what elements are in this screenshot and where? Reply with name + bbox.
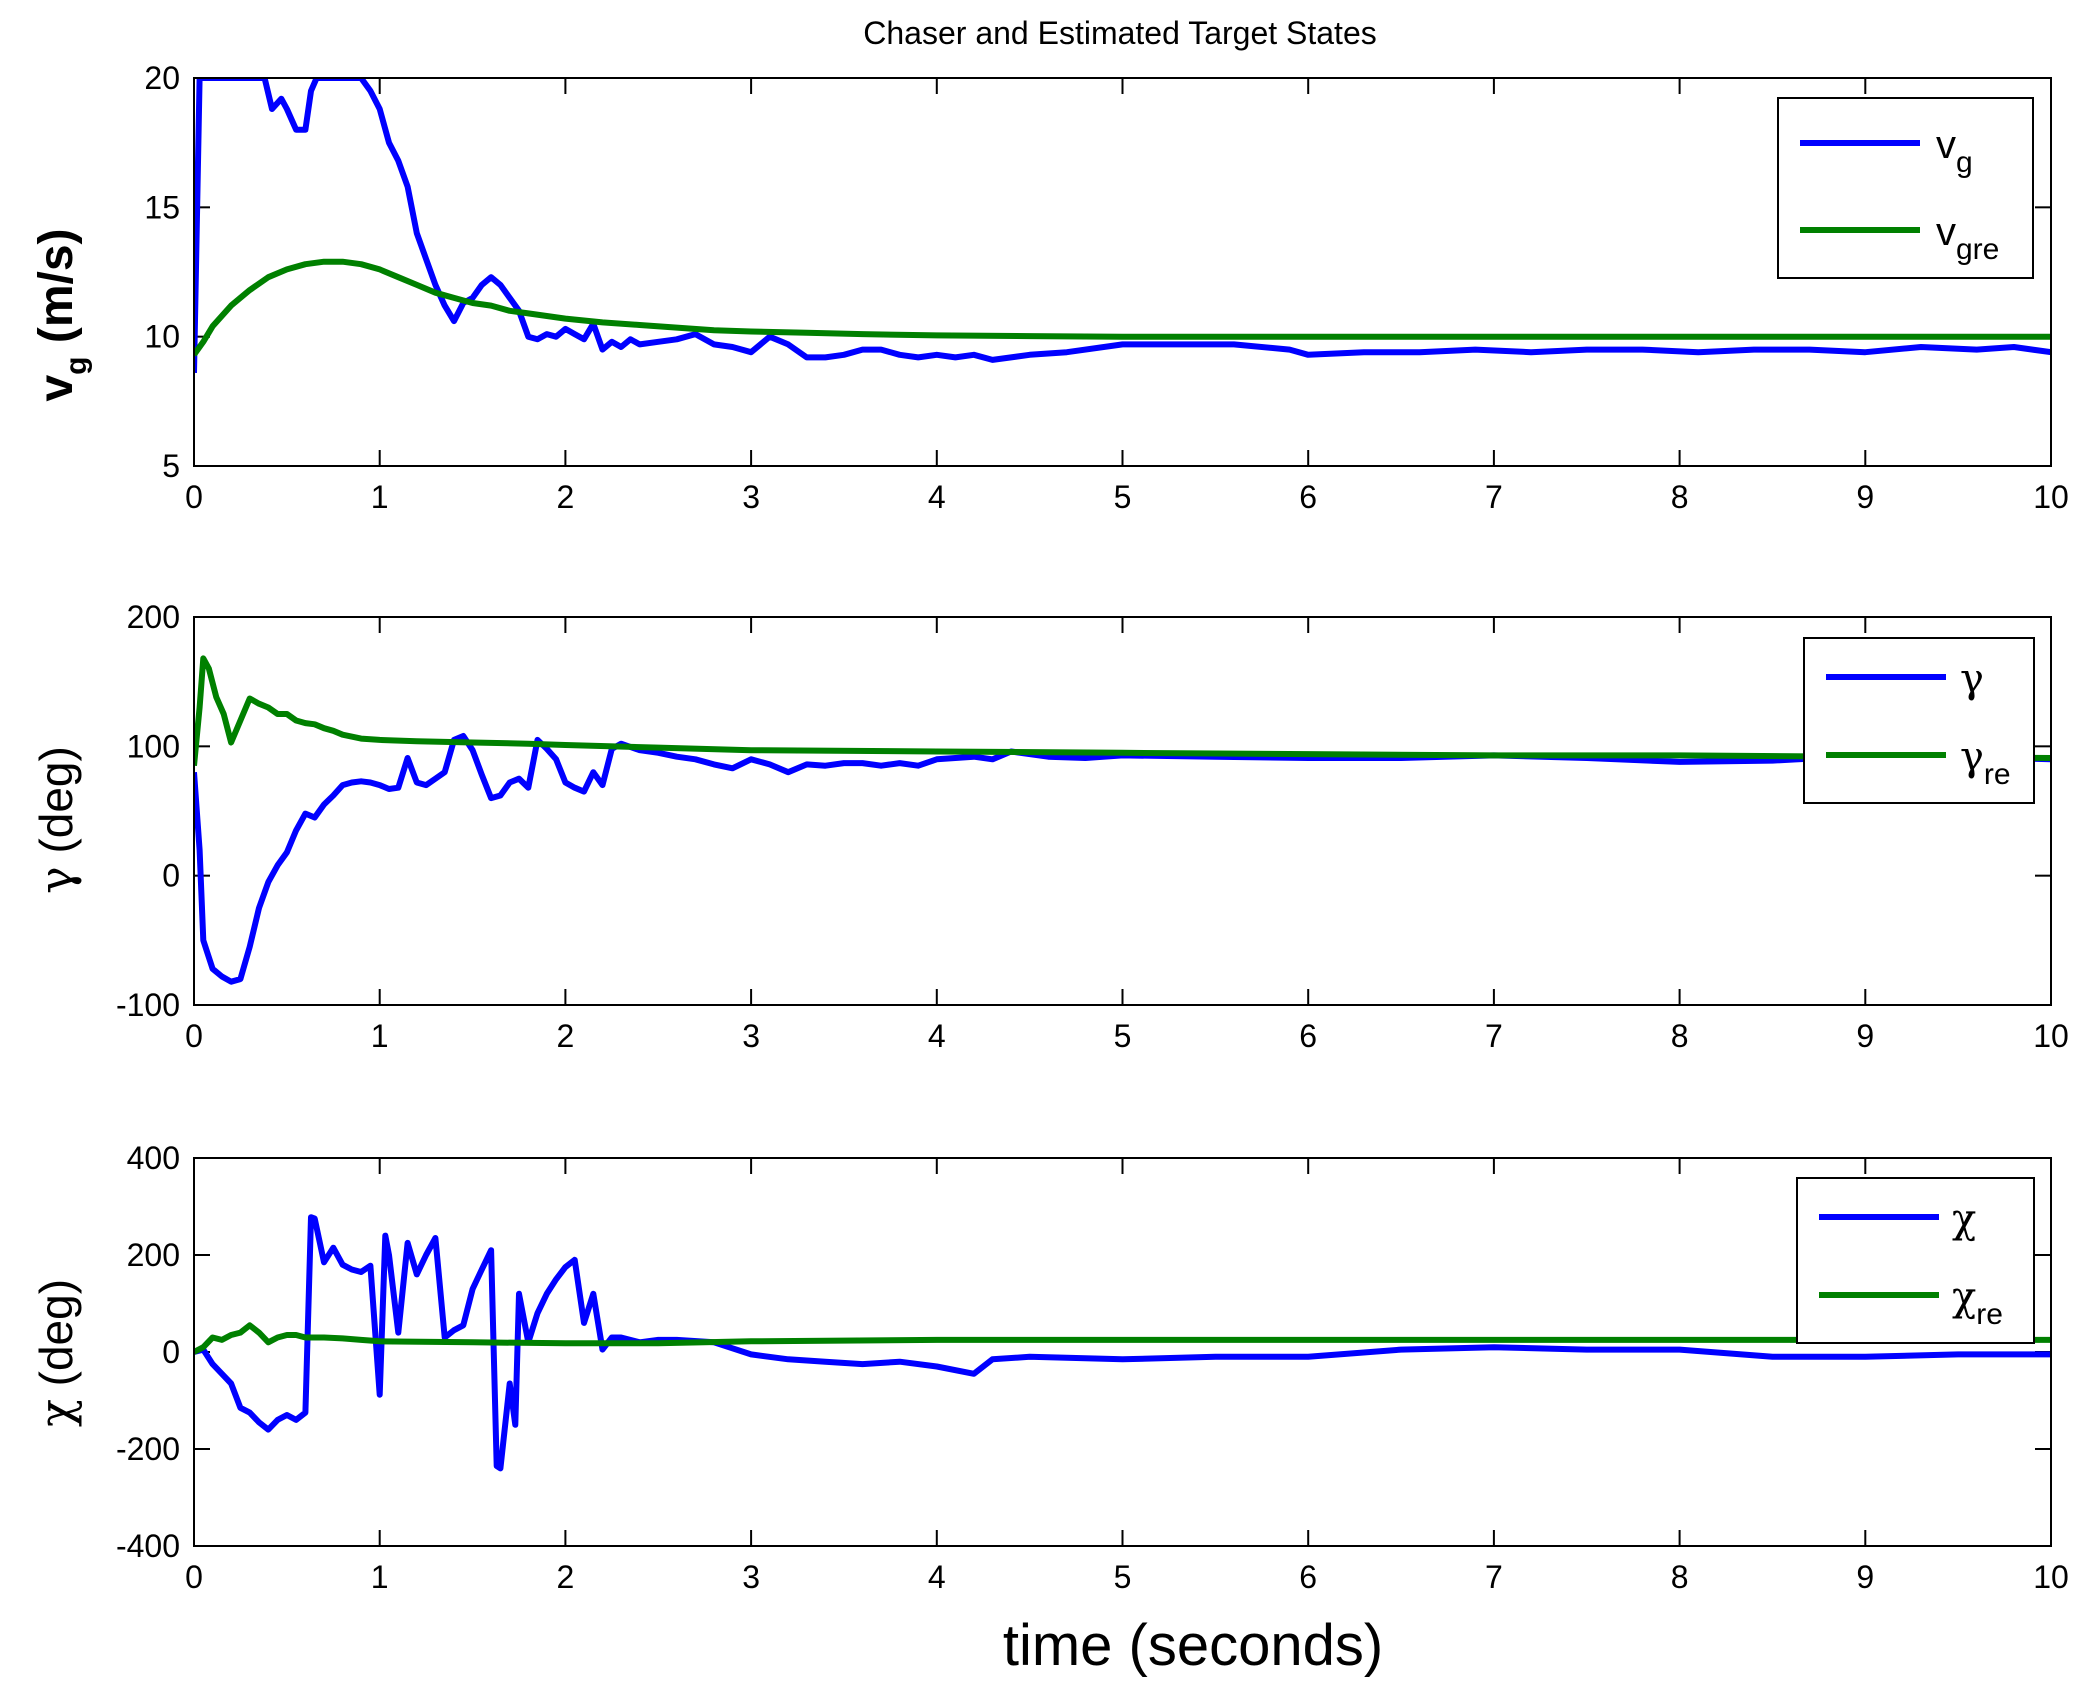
panel-0-ylabel-unit: (m/s): [30, 228, 83, 356]
panel-0-legend-main-0: v: [1936, 123, 1956, 167]
panel-0-series: [194, 78, 2051, 373]
panel-1-axes-box: [193, 616, 2052, 1006]
panel-1-legend: γ γre: [1803, 637, 2035, 804]
panel-2-ytick-label: 0: [162, 1334, 180, 1370]
panel-2-legend-label-0: χ: [1952, 1196, 1976, 1242]
panel-2-ylabel: χ (deg): [29, 1279, 83, 1427]
panel-2-ticks: 0 1 2 3 4 5 6 7 8 9 10 -400 -200 0 200 400: [116, 1140, 2069, 1595]
panel-2-xtick-label: 10: [2033, 1559, 2069, 1595]
panel-2-xtick-label: 9: [1856, 1559, 1874, 1595]
panel-2-xtick-label: 5: [1114, 1559, 1132, 1595]
panel-2-legend-main-1: χ: [1952, 1274, 1976, 1320]
panel-1-xtick-label: 10: [2033, 1018, 2069, 1054]
panel-0-legend-label-1: vgre: [1936, 210, 1999, 266]
panel-2-ytick-label: -400: [116, 1528, 180, 1564]
panel-0-legend: vg vgre: [1777, 97, 2034, 279]
panel-1-xtick-label: 9: [1856, 1018, 1874, 1054]
panel-2-xtick-label: 4: [928, 1559, 946, 1595]
panel-1-xtick-label: 3: [742, 1018, 760, 1054]
panel-2-ylabel-unit: (deg): [30, 1279, 82, 1399]
panel-2-xtick-label: 0: [185, 1559, 203, 1595]
panel-2-series: [194, 1214, 2051, 1472]
panel-1-legend-sub-1: re: [1984, 758, 2011, 791]
panel-0-series-v_gre: [194, 258, 2051, 357]
panel-2-ytick-label: -200: [116, 1431, 180, 1467]
panel-1-series-gamma_re: [194, 655, 2051, 766]
panel-0-ylabel: vg (m/s): [30, 228, 93, 401]
panel-1-xtick-label: 6: [1299, 1018, 1317, 1054]
panel-2-legend-sub-1: re: [1976, 1298, 2003, 1331]
panel-1-legend-label-1: γre: [1960, 734, 2011, 791]
panel-0-xtick-label: 1: [371, 479, 389, 515]
panel-1-legend-main-1: γ: [1960, 734, 1984, 780]
panel-2-legend-main-0: χ: [1952, 1196, 1976, 1242]
x-axis-label: time (seconds): [1003, 1613, 1383, 1678]
panel-1-ytick-label: 0: [162, 858, 180, 894]
panel-0-axes-box: [193, 77, 2052, 467]
panel-2-xtick-label: 6: [1299, 1559, 1317, 1595]
panel-0-xtick-label: 3: [742, 479, 760, 515]
panel-0-ylabel-sub: g: [60, 356, 93, 374]
panel-2-legend-label-1: χre: [1952, 1274, 2003, 1331]
panel-2-ytick-label: 200: [127, 1237, 180, 1273]
panel-2-ylabel-main: χ: [29, 1399, 83, 1427]
panel-0-legend-main-1: v: [1936, 210, 1956, 254]
panel-2-series-chi: [194, 1214, 2051, 1472]
panel-1-xtick-label: 8: [1671, 1018, 1689, 1054]
panel-1-ytick-label: 100: [127, 728, 180, 764]
panel-2-legend-box: [1796, 1177, 2035, 1344]
panel-0-xtick-label: 0: [185, 479, 203, 515]
panel-1-xtick-label: 4: [928, 1018, 946, 1054]
panel-1-ylabel-unit: (deg): [30, 746, 82, 866]
panel-2-legend: χ χre: [1796, 1177, 2035, 1344]
panel-2-xtick-label: 8: [1671, 1559, 1689, 1595]
panel-2-xtick-label: 1: [371, 1559, 389, 1595]
panel-1-legend-box: [1803, 637, 2035, 804]
panel-1-legend-label-0: γ: [1960, 656, 1984, 702]
panel-0-ytick-label: 10: [144, 319, 180, 355]
panel-1-xtick-label: 5: [1114, 1018, 1132, 1054]
panel-2-series-chi_re: [194, 1322, 2051, 1355]
panel-0-legend-sub-0: g: [1956, 146, 1973, 179]
panel-1-ylabel: γ (deg): [29, 746, 83, 894]
panel-0-xtick-label: 6: [1299, 479, 1317, 515]
panel-1-xtick-label: 7: [1485, 1018, 1503, 1054]
panel-0-legend-box: [1777, 97, 2034, 279]
panel-0-ylabel-main: v: [30, 375, 83, 402]
panel-2-ytick-label: 400: [127, 1140, 180, 1176]
panel-0-legend-sub-1: gre: [1956, 233, 1999, 266]
chart-title: Chaser and Estimated Target States: [863, 15, 1376, 51]
panel-1-xtick-label: 0: [185, 1018, 203, 1054]
panel-1-xtick-label: 2: [557, 1018, 575, 1054]
panel-0-ytick-label: 5: [162, 448, 180, 484]
panel-0-xtick-label: 9: [1856, 479, 1874, 515]
panel-0-xtick-label: 8: [1671, 479, 1689, 515]
panel-2-xtick-label: 3: [742, 1559, 760, 1595]
panel-1-xtick-label: 1: [371, 1018, 389, 1054]
panel-0-series-v_g: [194, 78, 2051, 373]
panel-1-legend-main-0: γ: [1960, 656, 1984, 702]
panel-1-ylabel-main: γ: [29, 866, 83, 894]
panel-1-ytick-label: -100: [116, 987, 180, 1023]
panel-0-xtick-label: 7: [1485, 479, 1503, 515]
panel-0-ticks: 0 1 2 3 4 5 6 7 8 9 10 5 10 15 20: [144, 60, 2068, 515]
panel-2-xtick-label: 7: [1485, 1559, 1503, 1595]
panel-0-legend-label-0: vg: [1936, 123, 1973, 179]
panel-0-ytick-label: 15: [144, 189, 180, 225]
panel-2-xtick-label: 2: [557, 1559, 575, 1595]
panel-0-xtick-label: 5: [1114, 479, 1132, 515]
panel-1-series: [194, 655, 2051, 985]
panel-0-xtick-label: 10: [2033, 479, 2069, 515]
panel-0-ytick-label: 20: [144, 60, 180, 96]
panel-0-xtick-label: 2: [557, 479, 575, 515]
panel-1-ytick-label: 200: [127, 599, 180, 635]
panel-0-xtick-label: 4: [928, 479, 946, 515]
panel-2-axes-box: [193, 1157, 2052, 1547]
